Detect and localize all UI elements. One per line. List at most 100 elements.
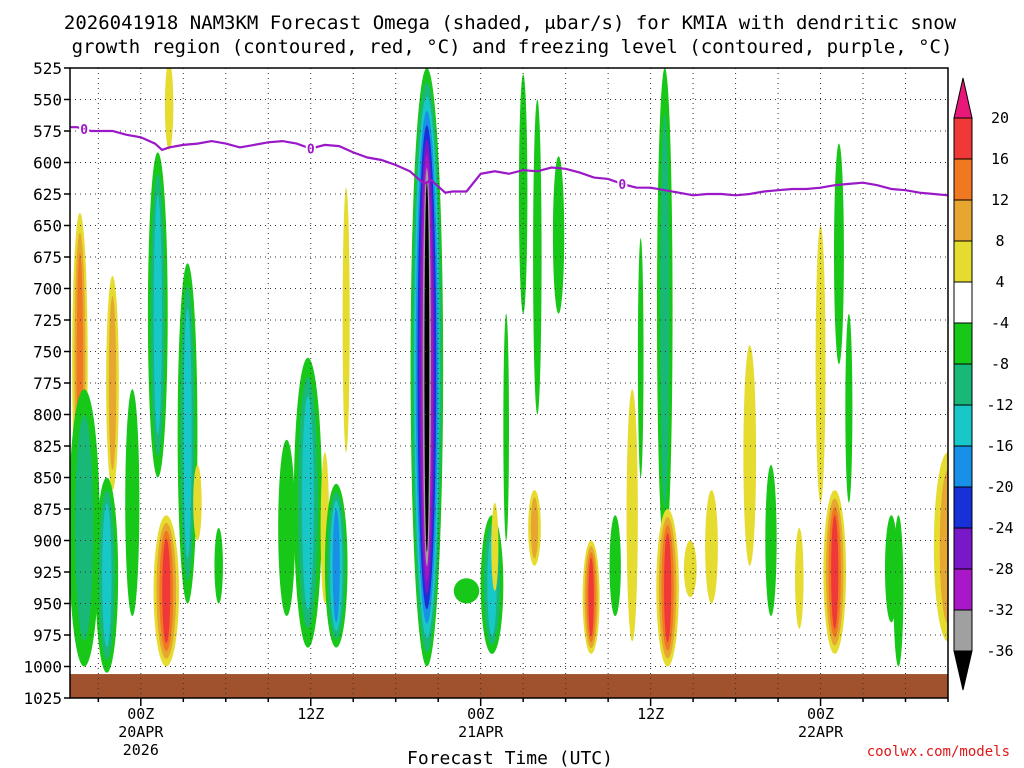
freezing-level-contour: 0 0 0 [70,121,948,197]
freezing-label-bg-1 [305,140,316,156]
omega-contour-cm8 [533,99,542,415]
y-tick-label-925: 925 [33,563,62,582]
colorbar: 20 16 12 8 4 -4 -8 -12 -16 -20 -24 -28 -32 -36 [953,77,1014,691]
y-tick-label-975: 975 [33,626,62,645]
freezing-level-label-0: 0 [80,123,88,138]
y-tick-label-1025: 1025 [23,689,62,708]
y-tick-label-525: 525 [33,59,62,78]
omega-feature-27 [626,389,638,642]
omega-contour-c16 [162,538,171,644]
colorbar-label-8: 8 [995,232,1004,250]
omega-feature-2 [164,68,174,150]
colorbar-segment-cm16 [953,404,973,447]
omega-contour-c4 [342,187,350,453]
omega-contour-c4 [164,68,174,150]
y-tick-label-875: 875 [33,500,62,519]
freezing-label-bg-0 [79,121,90,137]
colorbar-segment-c4 [953,240,973,283]
omega-contour-cm12 [75,415,94,641]
colorbar-label--16: -16 [986,437,1013,455]
colorbar-label--24: -24 [986,519,1013,537]
omega-contour-cm8 [834,143,844,365]
x-tick-label-24-1: 21APR [458,723,504,741]
y-tick-label-750: 750 [33,343,62,362]
omega-feature-3 [147,152,168,478]
y-tick-label-850: 850 [33,469,62,488]
colorbar-segment-cm36 [953,609,973,652]
omega-contour-cm8 [609,515,621,617]
omega-feature-37 [834,143,844,365]
colorbar-label--8: -8 [991,355,1009,373]
colorbar-bottom-arrow [953,650,973,691]
colorbar-label-16: 16 [991,150,1009,168]
omega-feature-20 [533,99,542,415]
omega-contour-cm8 [552,156,565,314]
omega-contour-c4 [683,540,697,598]
colorbar-segment-cm32 [953,568,973,611]
omega-feature-31 [683,540,697,598]
colorbar-segment-cm8 [953,322,973,365]
colorbar-label--32: -32 [986,601,1013,619]
omega-contour-cm16 [183,308,192,559]
freezing-level-line [70,126,948,197]
omega-contour-cm8 [278,439,296,617]
omega-feature-30 [656,509,679,667]
y-tick-label-575: 575 [33,122,62,141]
omega-contour-c8 [939,470,948,624]
colorbar-label--36: -36 [986,642,1013,660]
colorbar-label-4: 4 [995,273,1004,291]
omega-feature-9 [193,464,202,541]
omega-feature-15 [342,187,350,453]
x-tick-label-24-0: 00Z [467,705,494,723]
omega-feature-1 [106,275,119,491]
colorbar-label--28: -28 [986,560,1013,578]
omega-feature-26 [609,515,621,617]
omega-feature-32 [705,490,718,604]
colorbar-segment-c12 [953,158,973,201]
omega-feature-8 [153,515,180,667]
omega-feature-42 [933,452,948,642]
y-tick-label-700: 700 [33,280,62,299]
omega-feature-5 [70,389,100,667]
colorbar-top-arrow [953,77,973,119]
omega-feature-7 [125,389,140,617]
omega-contour-cm20 [332,508,340,623]
omega-contour-c4 [491,502,499,591]
y-tick-label-900: 900 [33,532,62,551]
omega-feature-17 [453,578,480,604]
chart-title-line1: 2026041918 NAM3KM Forecast Omega (shaded… [64,12,957,34]
omega-feature-29 [656,68,673,554]
omega-contour-cm16 [153,195,162,435]
omega-feature-39 [845,313,853,503]
omega-contour-cm16 [302,396,314,610]
omega-feature-6 [95,477,119,673]
omega-contour-cm8 [125,389,140,617]
omega-contour-c16 [831,515,839,629]
omega-contour-cm8 [637,238,644,478]
omega-feature-35 [795,527,804,629]
omega-contour-cm16 [102,503,112,647]
y-tick-label-825: 825 [33,437,62,456]
omega-contour-c4 [795,527,804,629]
omega-feature-22 [491,502,499,591]
colorbar-segment-cm24 [953,486,973,529]
y-tick-label-775: 775 [33,374,62,393]
omega-contour-cm8 [214,527,223,604]
omega-feature-41 [893,515,904,667]
omega-feature-28 [637,238,644,478]
x-tick-label-0-0: 00Z [127,705,154,723]
x-tick-label-48-0: 00Z [807,705,834,723]
y-tick-label-600: 600 [33,154,62,173]
colorbar-segment-c8 [953,199,973,242]
x-tick-label-0-2: 2026 [123,741,159,759]
colorbar-segment-c16 [953,117,973,160]
omega-contour-cm8 [503,313,510,541]
colorbar-label-20: 20 [991,109,1009,127]
y-tick-label-550: 550 [33,91,62,110]
colorbar-label--4: -4 [991,314,1009,332]
omega-feature-23 [552,156,565,314]
omega-feature-4 [177,263,198,604]
y-axis-ticks: 525 550 575 600 625 650 675 700 725 750 775 800 825 8… [23,59,70,708]
colorbar-segment-cm28 [953,527,973,570]
